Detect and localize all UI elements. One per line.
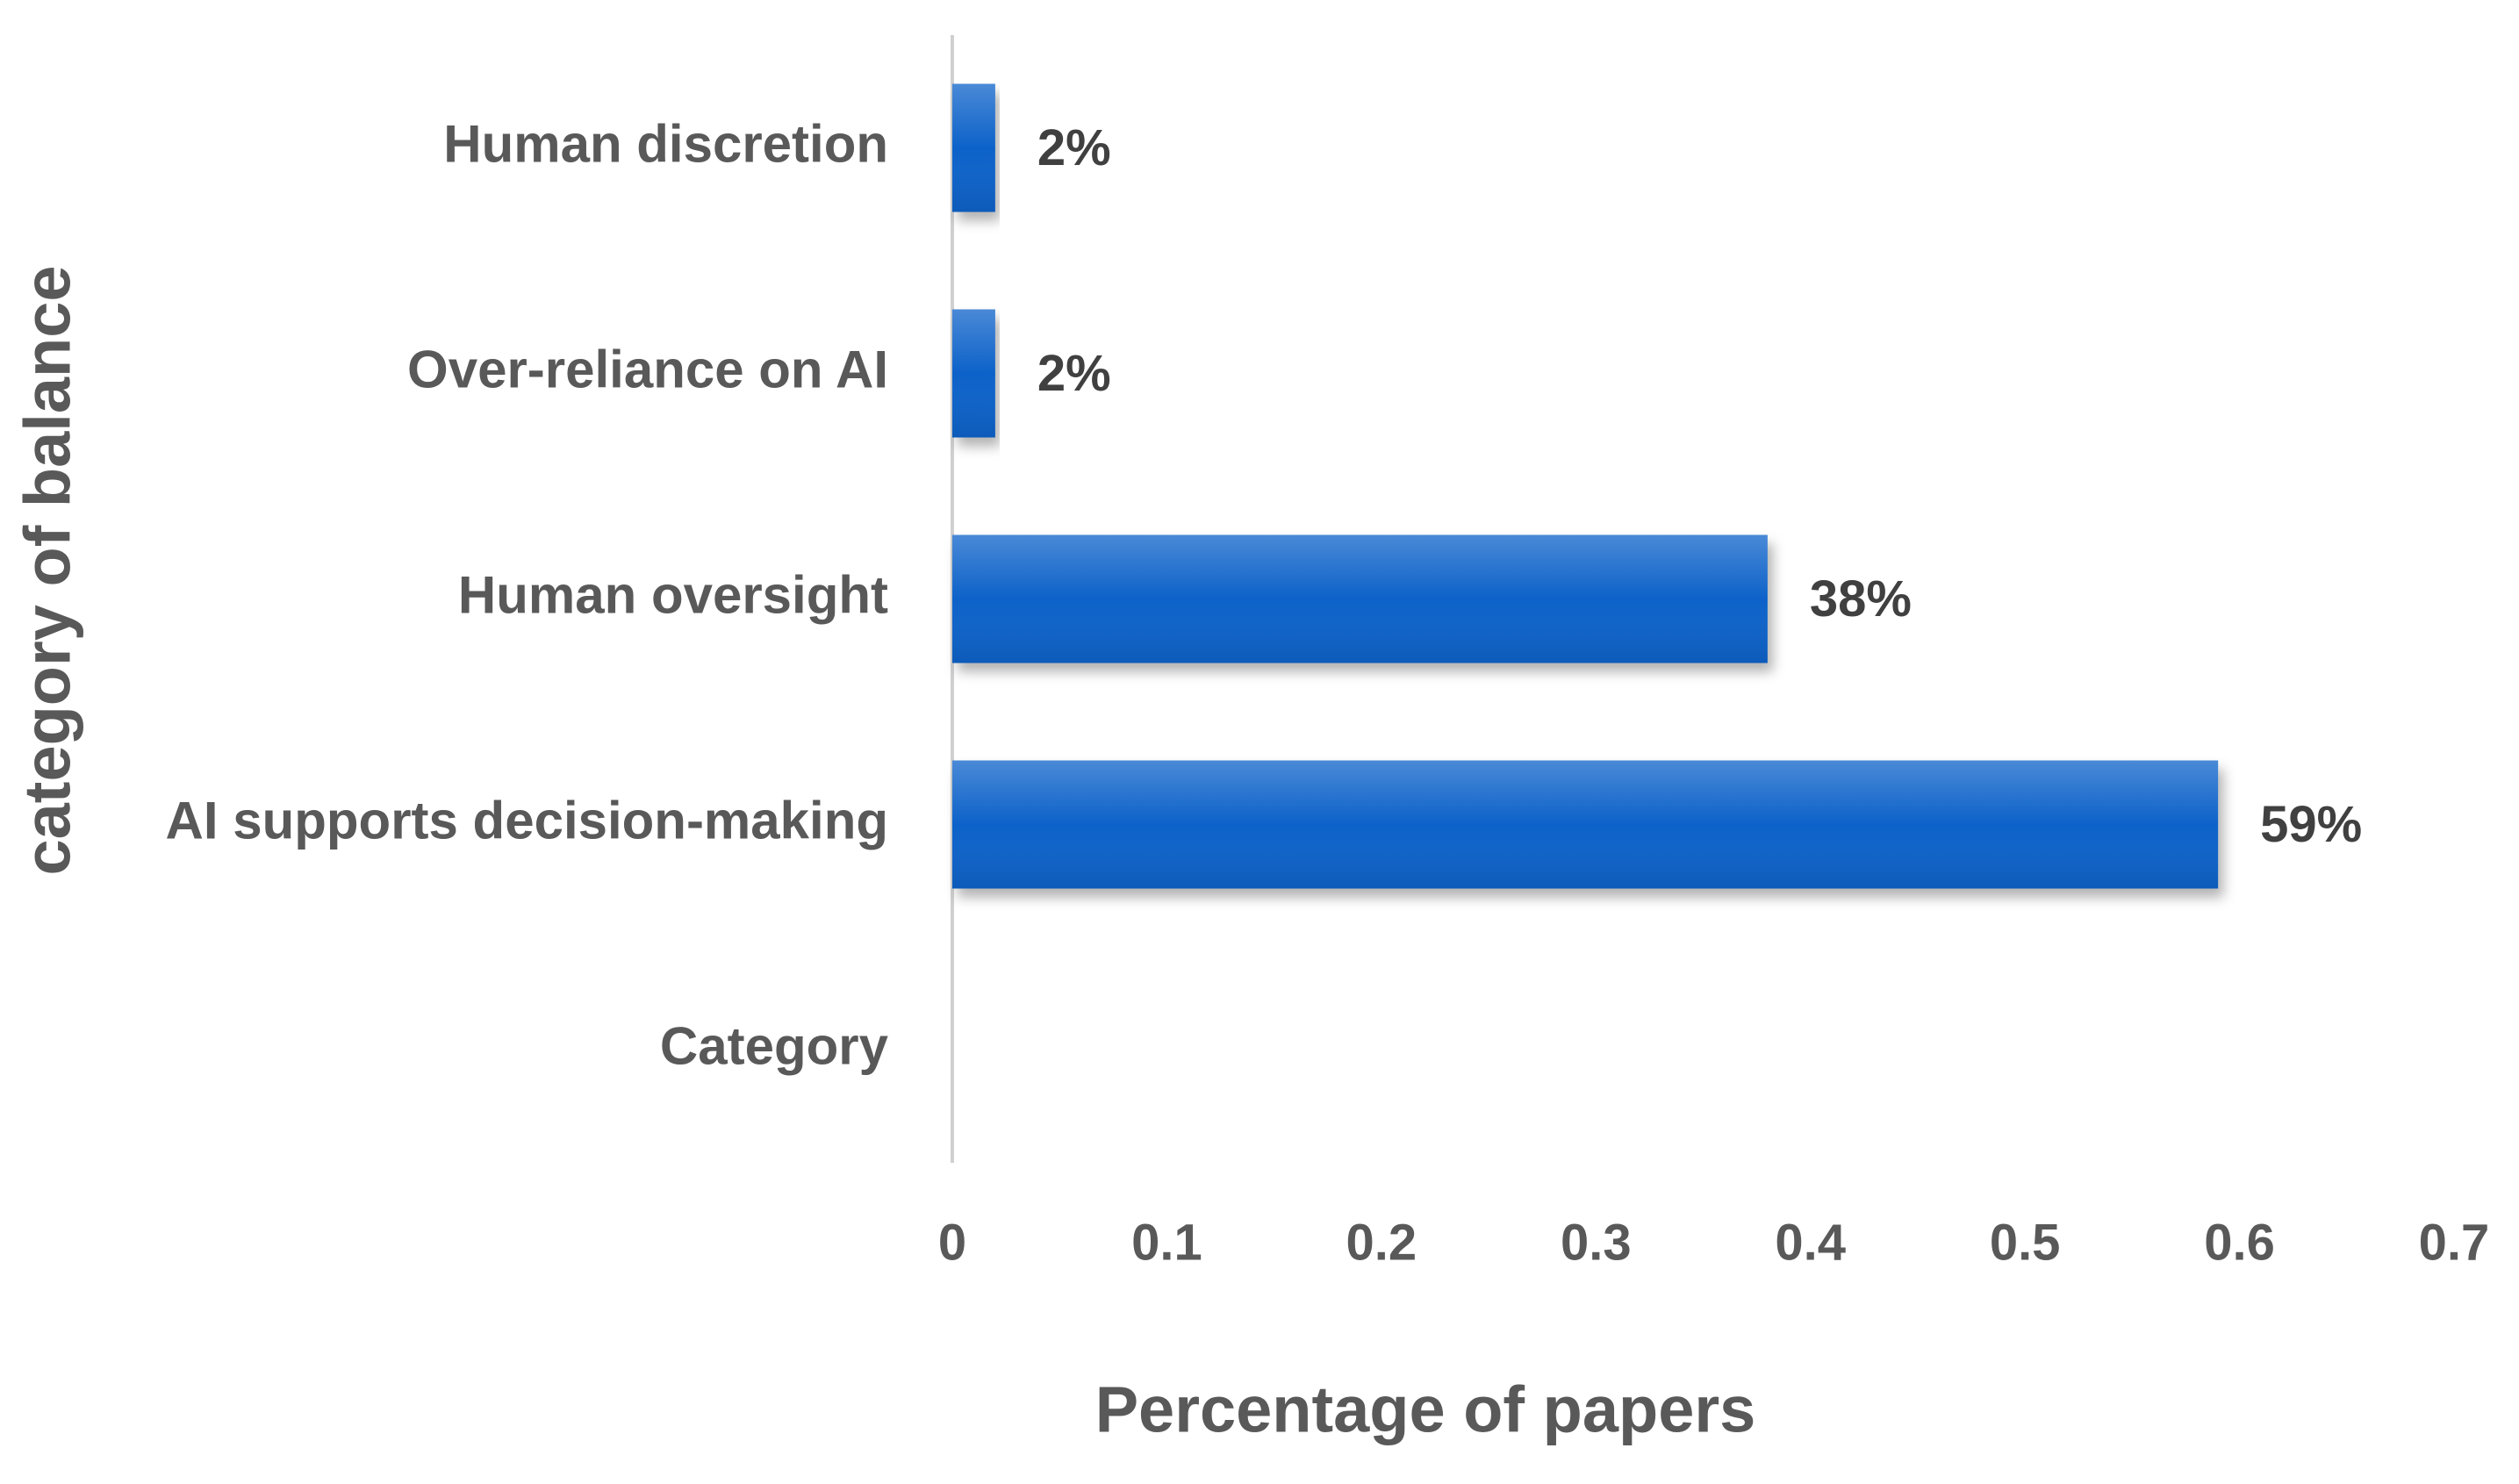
value-label: 38% <box>1810 570 1912 627</box>
x-tick-label: 0.1 <box>1131 1214 1202 1271</box>
y-axis-title: category of balance <box>11 265 84 875</box>
x-tick-label: 0.6 <box>2204 1214 2275 1271</box>
x-tick-label: 0.5 <box>1990 1214 2061 1271</box>
value-label: 59% <box>2260 796 2362 853</box>
y-tick-label: AI supports decision-making <box>166 791 888 850</box>
bar-sheen <box>952 534 1768 663</box>
value-label: 2% <box>1037 119 1111 176</box>
x-tick-label: 0.3 <box>1561 1214 1632 1271</box>
bar-sheen <box>952 760 2219 889</box>
x-tick-label: 0.4 <box>1775 1214 1846 1271</box>
x-tick-label: 0.2 <box>1346 1214 1417 1271</box>
y-tick-label: Human discretion <box>443 114 888 173</box>
y-tick-label: Over-reliance on AI <box>407 340 888 398</box>
y-tick-label: Category <box>660 1016 889 1075</box>
y-tick-label: Human oversight <box>458 565 888 624</box>
x-tick-label: 0.7 <box>2419 1214 2490 1271</box>
x-tick-label: 0 <box>938 1214 966 1271</box>
value-label: 2% <box>1037 345 1111 402</box>
bar-sheen <box>952 309 995 438</box>
x-axis-title: Percentage of papers <box>1095 1373 1756 1446</box>
bar-sheen <box>952 83 995 212</box>
